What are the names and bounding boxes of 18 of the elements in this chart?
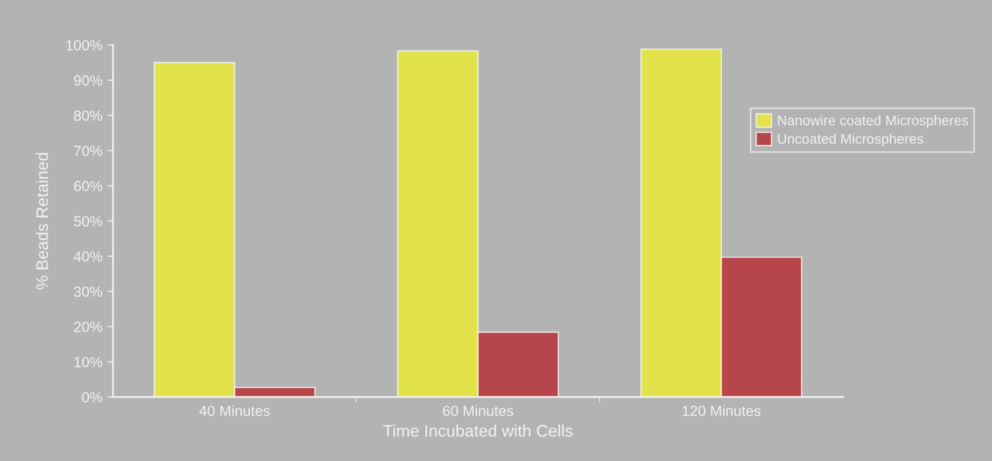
x-tick-label: 120 Minutes — [682, 405, 761, 416]
y-tick-label: 100% — [66, 40, 102, 50]
y-tick-label: 90% — [74, 75, 102, 86]
y-tick-label: 80% — [74, 110, 102, 121]
legend-label: Uncoated Microspheres — [778, 134, 924, 147]
legend-label: Nanowire coated Microspheres — [778, 115, 968, 128]
y-axis-title: % Beads Retained — [36, 153, 48, 290]
y-tick-label: 20% — [74, 322, 102, 332]
y-tick-label: 50% — [74, 216, 102, 226]
x-axis-title: Time Incubated with Cells — [383, 424, 572, 437]
y-tick-label: 60% — [74, 180, 102, 192]
x-tick-label: 60 Minutes — [443, 405, 514, 416]
x-tick-label: 40 Minutes — [199, 405, 270, 416]
y-tick-label: 40% — [74, 251, 102, 262]
y-tick-label: 30% — [74, 286, 102, 297]
y-tick-label: 0% — [82, 392, 102, 402]
y-tick-label: 70% — [74, 146, 102, 156]
y-tick-label: 10% — [74, 356, 102, 368]
